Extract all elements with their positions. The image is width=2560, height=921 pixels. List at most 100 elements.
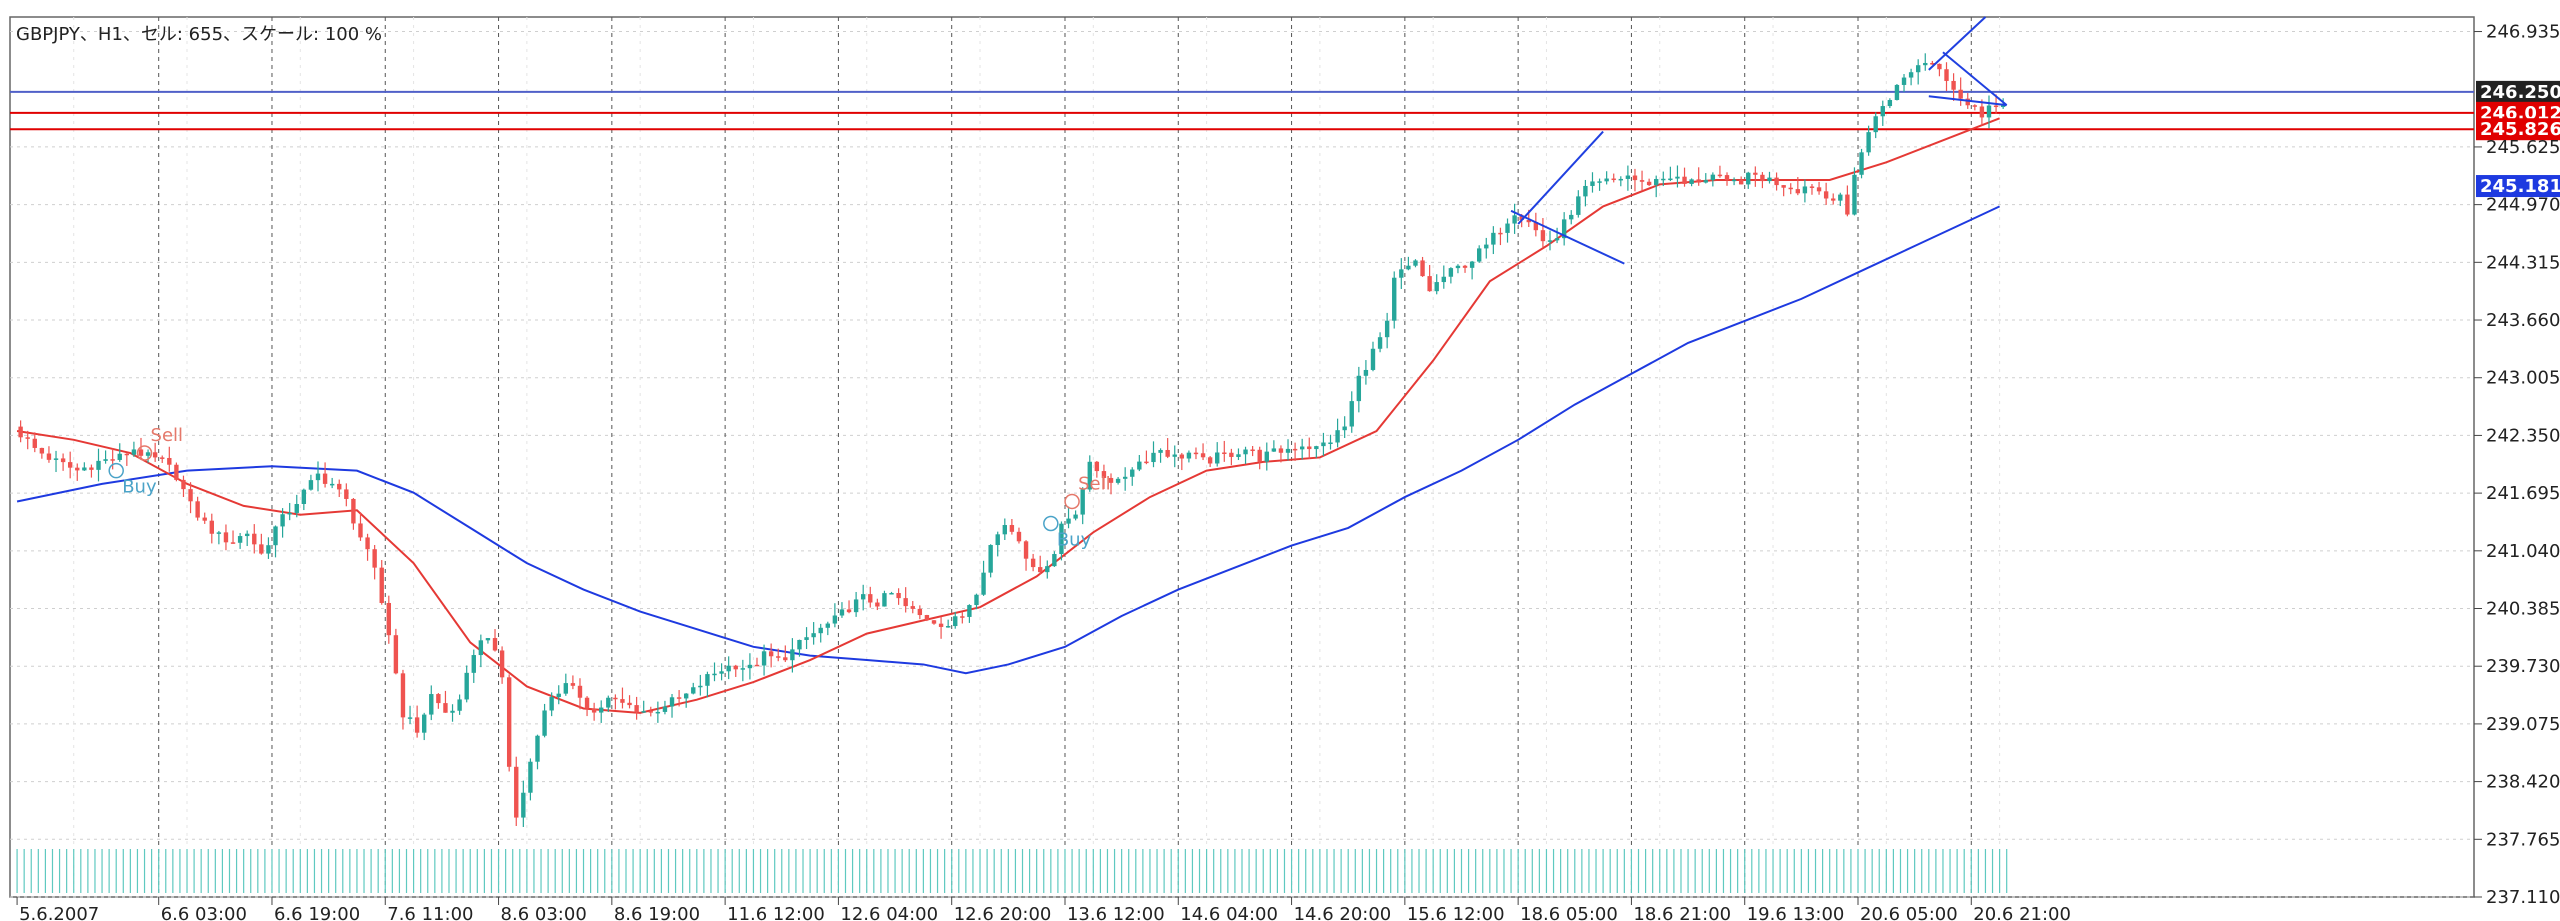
sell-signal[interactable]: Sell [1064, 473, 1111, 510]
candle[interactable] [1696, 167, 1701, 186]
candle[interactable] [719, 663, 724, 681]
candle[interactable] [967, 604, 972, 623]
candle[interactable] [613, 694, 618, 710]
candle[interactable] [25, 430, 30, 450]
candle[interactable] [1845, 185, 1850, 217]
candle[interactable] [747, 653, 753, 680]
candle[interactable] [889, 591, 894, 595]
candle[interactable] [910, 601, 915, 614]
candle[interactable] [1257, 446, 1262, 470]
candle[interactable] [853, 591, 859, 617]
candle[interactable] [386, 595, 391, 644]
candle[interactable] [1101, 464, 1107, 490]
candle[interactable] [726, 656, 731, 680]
candle[interactable] [1052, 551, 1057, 567]
candle[interactable] [407, 705, 413, 724]
candle[interactable] [1448, 267, 1454, 284]
candle[interactable] [903, 587, 908, 613]
candle[interactable] [1441, 265, 1446, 289]
candle[interactable] [1611, 173, 1616, 183]
candle[interactable] [1512, 203, 1517, 234]
candle[interactable] [1979, 99, 1985, 126]
candle[interactable] [1299, 438, 1305, 460]
candle[interactable] [1328, 434, 1333, 450]
candle[interactable] [464, 665, 469, 703]
candle[interactable] [294, 494, 299, 518]
candle[interactable] [1986, 95, 1992, 129]
candle[interactable] [1852, 167, 1857, 216]
candle[interactable] [1831, 193, 1836, 205]
candle[interactable] [1264, 442, 1269, 471]
candle[interactable] [1434, 274, 1439, 295]
candle[interactable] [1937, 63, 1942, 77]
candle[interactable] [1349, 391, 1354, 433]
candle[interactable] [691, 682, 696, 695]
candle[interactable] [591, 702, 597, 721]
candle[interactable] [60, 453, 66, 471]
candle[interactable] [655, 701, 661, 723]
candle[interactable] [1682, 167, 1687, 187]
candle[interactable] [471, 649, 476, 683]
candle[interactable] [1746, 171, 1751, 189]
candle[interactable] [528, 758, 533, 801]
candle[interactable] [1540, 218, 1546, 248]
candle[interactable] [1115, 477, 1121, 485]
trend-lines[interactable] [1510, 16, 2008, 265]
candle[interactable] [152, 442, 158, 462]
candle[interactable] [1080, 487, 1085, 525]
candle[interactable] [761, 644, 767, 676]
candle[interactable] [315, 461, 321, 492]
candle[interactable] [1576, 190, 1581, 218]
candle[interactable] [1363, 360, 1369, 385]
candle[interactable] [1023, 540, 1029, 571]
candle[interactable] [1944, 62, 1949, 91]
candle[interactable] [1781, 185, 1786, 197]
candle[interactable] [245, 530, 250, 547]
candle[interactable] [1370, 341, 1376, 372]
candle[interactable] [1795, 177, 1801, 196]
candle[interactable] [1887, 98, 1893, 109]
candle[interactable] [131, 441, 137, 457]
candle[interactable] [811, 622, 816, 645]
candle[interactable] [733, 664, 738, 677]
candle[interactable] [1137, 454, 1142, 472]
candle[interactable] [1958, 77, 1963, 106]
candle[interactable] [1533, 212, 1539, 237]
candle[interactable] [1561, 212, 1567, 246]
candle[interactable] [492, 629, 498, 652]
buy-signal[interactable]: Buy [108, 462, 157, 498]
candle[interactable] [301, 488, 307, 511]
candle[interactable] [1654, 175, 1659, 198]
candle[interactable] [82, 462, 87, 471]
candle[interactable] [1045, 560, 1050, 579]
candle[interactable] [1639, 170, 1645, 191]
candle[interactable] [230, 530, 236, 544]
candle[interactable] [542, 703, 547, 738]
candle[interactable] [1760, 172, 1765, 189]
candle[interactable] [329, 477, 335, 489]
candle[interactable] [1724, 172, 1730, 186]
candle[interactable] [563, 673, 569, 696]
candle[interactable] [1420, 256, 1425, 277]
candle[interactable] [1618, 176, 1623, 187]
candle[interactable] [1873, 112, 1878, 139]
candle[interactable] [223, 524, 229, 551]
candle[interactable] [514, 756, 519, 826]
candle[interactable] [1250, 445, 1255, 457]
candle[interactable] [818, 623, 823, 643]
candle[interactable] [266, 537, 271, 559]
candle[interactable] [1717, 165, 1723, 178]
candle[interactable] [506, 674, 512, 772]
candle[interactable] [1406, 256, 1411, 271]
candle[interactable] [662, 700, 668, 715]
candle[interactable] [1930, 60, 1935, 65]
candle[interactable] [1816, 181, 1822, 195]
candle[interactable] [1285, 439, 1291, 461]
candle[interactable] [1377, 332, 1383, 353]
candle[interactable] [287, 502, 292, 521]
candle[interactable] [308, 474, 314, 491]
candle[interactable] [705, 671, 710, 698]
candle[interactable] [606, 695, 611, 712]
candle[interactable] [1307, 437, 1312, 459]
candle[interactable] [1491, 226, 1496, 255]
